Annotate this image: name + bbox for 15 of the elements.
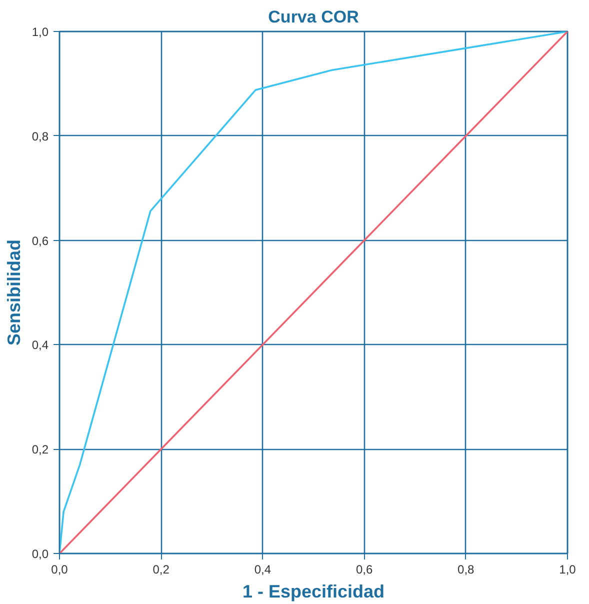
x-tick-label: 0,0 xyxy=(51,562,68,576)
x-tick-label: 0,8 xyxy=(458,562,475,576)
x-tick-label: 0,4 xyxy=(254,562,272,576)
x-tick-label: 0,6 xyxy=(356,562,373,576)
x-tick-label: 0,2 xyxy=(152,562,170,576)
y-tick-label: 0,2 xyxy=(32,442,49,457)
y-tick-label: 0,0 xyxy=(32,547,49,561)
x-axis-title: 1 - Especificidad xyxy=(242,582,385,602)
x-tick-label: 1,0 xyxy=(559,562,576,576)
chart-title: Curva COR xyxy=(268,8,359,26)
y-tick-label: 1,0 xyxy=(32,25,49,39)
y-tick-label: 0,4 xyxy=(32,338,49,352)
y-tick-label: 0,6 xyxy=(32,234,49,248)
y-tick-label: 0,8 xyxy=(32,129,49,144)
y-axis-title: Sensibilidad xyxy=(4,239,24,346)
